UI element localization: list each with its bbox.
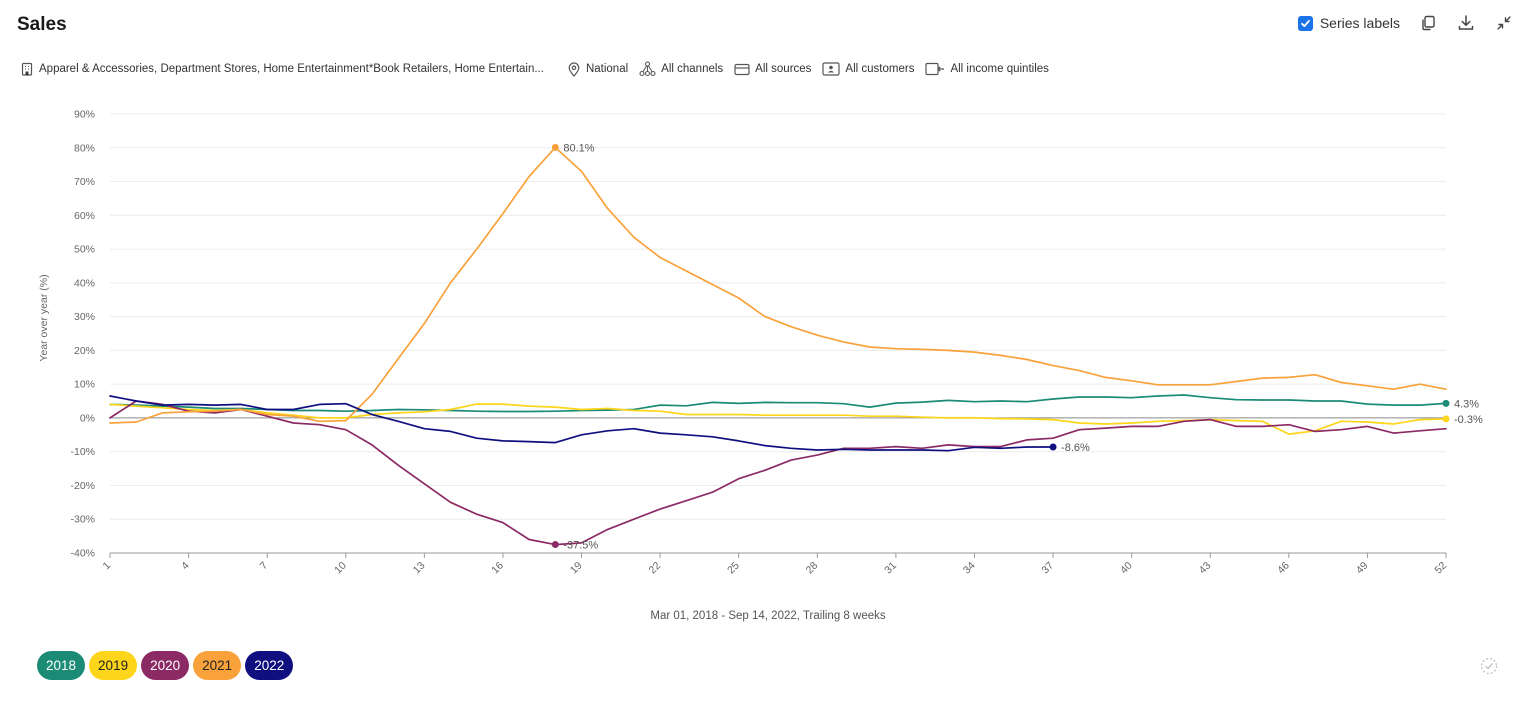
series-labels-text: Series labels [1319, 15, 1400, 31]
series-peak-point-2021 [551, 143, 559, 151]
series-end-label-2018: 4.3% [1454, 398, 1479, 410]
card-icon [734, 63, 750, 75]
x-tick-label: 1 [101, 560, 114, 573]
checkmark-icon [1300, 19, 1310, 27]
x-tick-label: 52 [1432, 560, 1449, 577]
series-end-point-2018 [1442, 399, 1450, 407]
x-tick-label: 28 [804, 560, 821, 577]
series-peak-label-2020: -37.5% [563, 540, 598, 552]
series-line-2018[interactable] [109, 394, 1447, 413]
filter-customers[interactable]: All customers [822, 62, 914, 76]
legend-item-2020[interactable]: 2020 [141, 651, 190, 680]
series-labels-checkbox[interactable] [1297, 15, 1313, 31]
axes: -40% -30% -20% -10% 0% 10% 20% 30% 40% 50% 60% 70% 8… [70, 109, 1449, 577]
x-tick-label: 13 [411, 560, 428, 577]
y-tick-label: 60% [74, 210, 95, 222]
x-tick-label: 10 [332, 560, 349, 577]
collapse-icon[interactable] [1494, 13, 1514, 33]
filter-income[interactable]: All income quintiles [925, 62, 1049, 76]
y-axis-label: Year over year (%) [38, 274, 50, 361]
line-chart: -40% -30% -20% -10% 0% 10% 20% 30% 40% 50% 60% 70% 8… [38, 109, 1483, 577]
y-tick-label: -30% [70, 514, 95, 526]
location-pin-icon [568, 61, 580, 77]
series-lines [109, 146, 1447, 546]
filter-categories-text: Apparel & Accessories, Department Stores… [39, 63, 544, 75]
y-tick-label: 20% [74, 345, 95, 357]
channels-icon [639, 61, 656, 77]
date-range-subtitle: Mar 01, 2018 - Sep 14, 2022, Trailing 8 … [650, 610, 886, 622]
wallet-icon [925, 62, 945, 76]
y-tick-label: 70% [74, 176, 95, 188]
y-tick-label: -40% [70, 548, 95, 560]
filter-geography[interactable]: National [567, 61, 629, 77]
copy-icon[interactable] [1418, 13, 1438, 33]
filter-geography-text: National [585, 63, 629, 75]
grid-lines [110, 113, 1446, 554]
x-tick-label: 4 [179, 560, 192, 573]
legend: 2018 2019 2020 2021 2022 [37, 651, 294, 680]
y-tick-label: 80% [74, 142, 95, 154]
loading-spinner-icon [1479, 656, 1499, 676]
series-line-2020[interactable] [109, 400, 1447, 546]
series-end-point-2019 [1442, 415, 1450, 423]
y-tick-label: -20% [70, 480, 95, 492]
x-tick-label: 7 [258, 560, 271, 573]
series-peak-point-2020 [551, 541, 559, 549]
series-labels-toggle[interactable]: Series labels [1297, 15, 1400, 31]
y-tick-label: -10% [70, 446, 95, 458]
download-icon[interactable] [1456, 13, 1476, 33]
filter-income-text: All income quintiles [950, 63, 1049, 75]
series-peak-label-2021: 80.1% [563, 142, 594, 154]
x-tick-label: 31 [882, 560, 899, 577]
filter-channels-text: All channels [661, 63, 724, 75]
legend-item-2021[interactable]: 2021 [193, 651, 242, 680]
legend-item-2022[interactable]: 2022 [245, 651, 294, 680]
x-tick-label: 43 [1197, 560, 1214, 577]
x-tick-label: 16 [489, 560, 506, 577]
series-line-2022[interactable] [109, 395, 1054, 452]
y-tick-label: 10% [74, 379, 95, 391]
x-tick-label: 37 [1039, 560, 1056, 577]
series-end-point-2022 [1049, 443, 1057, 451]
legend-item-2018[interactable]: 2018 [37, 651, 86, 680]
legend-item-2019[interactable]: 2019 [89, 651, 138, 680]
y-tick-label: 90% [74, 109, 95, 121]
filter-bar: Apparel & Accessories, Department Stores… [20, 61, 1060, 77]
series-line-2021[interactable] [109, 146, 1447, 424]
x-tick-label: 34 [961, 560, 978, 577]
x-tick-label: 40 [1118, 560, 1135, 577]
chart-title: Sales [17, 14, 67, 35]
y-tick-label: 30% [74, 311, 95, 323]
series-labels: 4.3% -0.3% -37.5% 80.1% -8.6% [551, 142, 1483, 552]
top-controls: Series labels [1297, 13, 1514, 33]
filter-customers-text: All customers [845, 63, 915, 75]
y-tick-label: 0% [80, 412, 95, 424]
x-tick-label: 22 [646, 560, 663, 577]
series-line-2019[interactable] [109, 403, 1447, 435]
y-tick-label: 40% [74, 277, 95, 289]
filter-channels[interactable]: All channels [639, 61, 723, 77]
filter-categories[interactable]: Apparel & Accessories, Department Stores… [20, 62, 544, 76]
series-end-label-2019: -0.3% [1454, 414, 1483, 426]
filter-sources-text: All sources [755, 63, 812, 75]
x-tick-label: 25 [725, 560, 742, 577]
x-tick-label: 49 [1354, 560, 1371, 577]
x-tick-label: 19 [568, 560, 585, 577]
building-icon [21, 62, 33, 76]
filter-sources[interactable]: All sources [734, 63, 811, 76]
customer-card-icon [822, 62, 841, 76]
x-tick-label: 46 [1275, 560, 1292, 577]
series-end-label-2022: -8.6% [1061, 442, 1090, 454]
y-tick-label: 50% [74, 244, 95, 256]
